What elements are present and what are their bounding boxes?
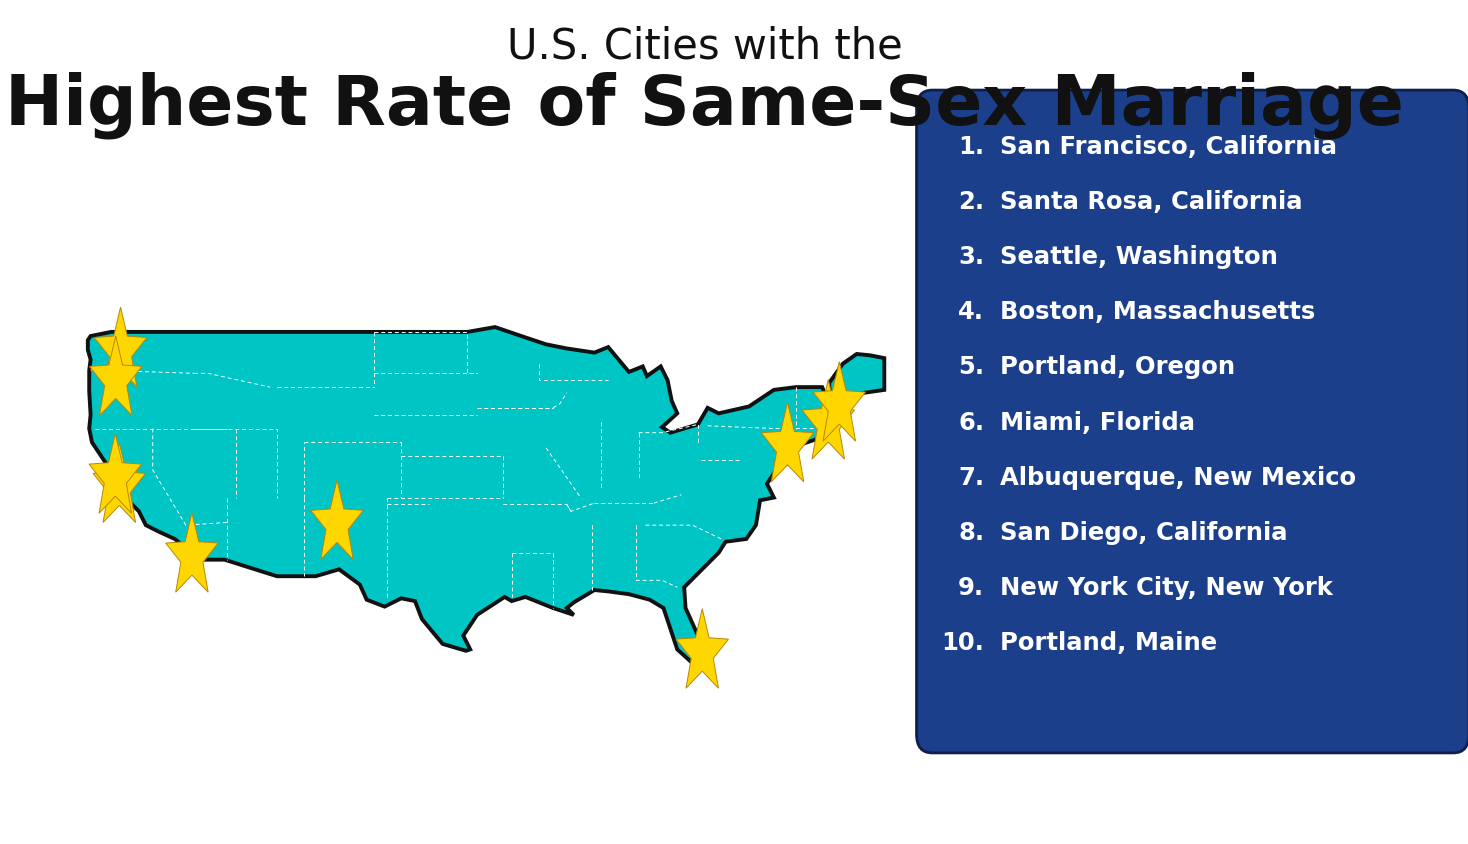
Polygon shape (92, 443, 145, 522)
Text: Santa Rosa, California: Santa Rosa, California (1000, 190, 1302, 214)
Text: 2.: 2. (959, 190, 985, 214)
Text: U.S. Cities with the: U.S. Cities with the (506, 25, 903, 68)
Text: 6.: 6. (959, 410, 985, 434)
Text: Portland, Maine: Portland, Maine (1000, 630, 1217, 654)
Text: 9.: 9. (959, 575, 985, 599)
Text: 4.: 4. (959, 300, 985, 324)
Text: Highest Rate of Same-Sex Marriage: Highest Rate of Same-Sex Marriage (6, 72, 1403, 139)
Polygon shape (90, 434, 141, 514)
Text: Boston, Massachusetts: Boston, Massachusetts (1000, 300, 1315, 324)
Polygon shape (94, 308, 147, 387)
Polygon shape (762, 403, 813, 482)
Text: 7.: 7. (959, 465, 985, 489)
Text: Portland, Oregon: Portland, Oregon (1000, 355, 1235, 379)
Polygon shape (166, 513, 219, 592)
Text: 8.: 8. (959, 520, 985, 544)
Polygon shape (675, 609, 728, 689)
Text: San Diego, California: San Diego, California (1000, 520, 1287, 544)
Text: 5.: 5. (959, 355, 985, 379)
Text: Miami, Florida: Miami, Florida (1000, 410, 1195, 434)
Polygon shape (90, 337, 142, 416)
Text: 10.: 10. (941, 630, 985, 654)
Polygon shape (88, 327, 884, 662)
Polygon shape (813, 362, 866, 441)
Text: San Francisco, California: San Francisco, California (1000, 135, 1337, 160)
Polygon shape (311, 480, 363, 560)
FancyBboxPatch shape (916, 91, 1468, 753)
Text: 1.: 1. (959, 135, 985, 160)
Text: 3.: 3. (959, 245, 985, 269)
Polygon shape (802, 380, 854, 460)
Text: Albuquerque, New Mexico: Albuquerque, New Mexico (1000, 465, 1356, 489)
Text: New York City, New York: New York City, New York (1000, 575, 1333, 599)
Text: Seattle, Washington: Seattle, Washington (1000, 245, 1277, 269)
